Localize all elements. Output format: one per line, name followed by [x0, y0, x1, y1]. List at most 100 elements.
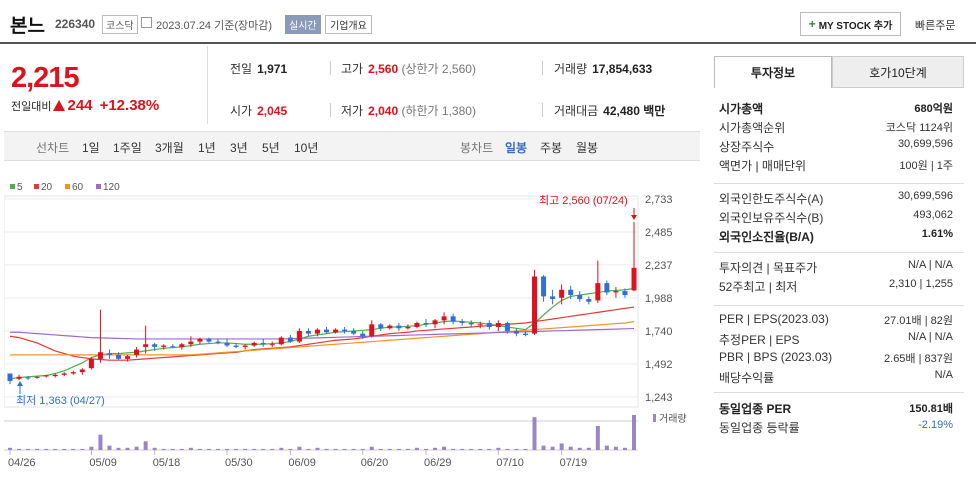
- candle-body: [97, 352, 103, 359]
- candle-body: [242, 345, 248, 347]
- candle-body: [269, 344, 275, 346]
- y-tick-label: 1,243: [645, 392, 673, 404]
- volume-bar: [8, 447, 12, 450]
- period-5y[interactable]: 5년: [262, 141, 280, 155]
- candle-chart-button[interactable]: 봉차트: [460, 141, 494, 155]
- candle-body: [296, 330, 302, 342]
- price-change: 전일대비 244 +12.38%: [11, 97, 159, 114]
- info-label: 동일업종 PER: [719, 402, 792, 416]
- ma120-line: [10, 327, 635, 340]
- candle-body: [287, 337, 293, 342]
- period-1d[interactable]: 1일: [82, 141, 100, 155]
- volume-bar: [442, 446, 447, 450]
- candle-body: [586, 299, 592, 302]
- volume-bar: [577, 447, 582, 450]
- info-value: 680억원: [914, 103, 953, 115]
- candle-daily[interactable]: 일봉: [505, 141, 528, 155]
- volume-bar: [369, 446, 374, 450]
- candle-body: [550, 296, 556, 300]
- candle-body: [324, 329, 330, 333]
- volume-bar: [568, 446, 573, 450]
- volume-bar: [62, 448, 67, 450]
- period-1y[interactable]: 1년: [198, 141, 216, 155]
- market-badge: 코스닥: [102, 15, 138, 34]
- x-tick-label: 06/09: [288, 457, 316, 469]
- price-chart: 5 20 60 120 2,733 2,485 2,237 1,988 1,740 1,492 1…: [4, 182, 687, 469]
- legend-swatch-60: [65, 184, 70, 189]
- y-tick-label: 2,485: [645, 227, 673, 239]
- info-row: 시가총액순위 코스닥 1124위: [719, 119, 953, 137]
- candle-body: [360, 333, 366, 337]
- x-tick-label: 05/18: [153, 457, 181, 469]
- company-overview-button[interactable]: 기업개요: [325, 15, 372, 34]
- volume-bar: [622, 447, 627, 450]
- candle-body: [125, 356, 131, 359]
- realtime-button[interactable]: 실시간: [285, 15, 321, 34]
- ma5-line: [9, 287, 635, 380]
- investment-info-panel: 투자정보 호가10단계 시가총액 680억원 시가총액순위 코스닥 1124위 상장주식…: [714, 56, 964, 481]
- volume-bar: [71, 448, 76, 450]
- candle-body: [278, 337, 284, 345]
- info-value: -2.19%: [918, 419, 953, 431]
- amount-value: 42,480 백만: [603, 104, 666, 118]
- info-row: PBR | BPS (2023.03) 2.65배 | 837원: [719, 350, 953, 368]
- info-value: 100원 | 1주: [899, 160, 953, 172]
- candle-body: [314, 329, 320, 334]
- volume-bar: [270, 448, 275, 450]
- volume-bar: [378, 448, 383, 450]
- candle-body: [52, 374, 58, 377]
- y-tick-label: 2,237: [645, 260, 673, 272]
- candle-body: [25, 377, 31, 379]
- x-tick-label: 07/10: [496, 457, 524, 469]
- info-row: 투자의견 | 목표주가 N/A | N/A: [719, 259, 953, 277]
- stock-code: 226340: [55, 17, 96, 31]
- period-3y[interactable]: 3년: [230, 141, 248, 155]
- candle-body: [495, 322, 501, 327]
- mystock-add-button[interactable]: + MY STOCK 추가: [800, 12, 901, 36]
- x-tick-label: 07/19: [560, 457, 588, 469]
- volume-bar: [604, 445, 609, 450]
- legend-swatch-20: [34, 184, 39, 189]
- volume-bar: [613, 446, 618, 450]
- candle-body: [541, 276, 547, 297]
- volume-bar: [324, 448, 329, 450]
- diff-value: 244: [67, 97, 93, 114]
- calendar-icon: [141, 17, 152, 28]
- volume-bar: [53, 448, 58, 450]
- period-1w[interactable]: 1주일: [113, 141, 142, 155]
- volume-bar: [225, 448, 230, 450]
- y-tick-label: 2,733: [645, 194, 673, 206]
- candle-body: [197, 338, 203, 342]
- y-tick-label: 1,492: [645, 359, 673, 371]
- tab-investment-info[interactable]: 투자정보: [714, 56, 832, 88]
- open-value: 2,045: [257, 104, 288, 118]
- volume-bar: [26, 448, 31, 450]
- tab-orderbook[interactable]: 호가10단계: [832, 56, 964, 88]
- volume-bar: [478, 448, 483, 450]
- volume-bar: [632, 415, 636, 450]
- prev-close: 전일 1,971: [230, 60, 287, 77]
- volume-bar: [116, 447, 121, 450]
- candle-body: [61, 373, 67, 375]
- line-chart-button[interactable]: 선차트: [36, 141, 70, 155]
- candle-body: [79, 369, 85, 373]
- candle-body: [378, 324, 384, 329]
- volume-bar: [487, 448, 492, 450]
- info-row: 52주최고 | 최저 2,310 | 1,255: [719, 278, 953, 296]
- quick-order-link[interactable]: 빠른주문: [915, 20, 956, 32]
- period-10y[interactable]: 10년: [294, 141, 319, 155]
- volume-stat: 거래량 17,854,633: [554, 60, 652, 77]
- volume-bar: [342, 448, 347, 450]
- candle-body: [532, 276, 538, 334]
- period-3m[interactable]: 3개월: [155, 141, 184, 155]
- max-price-label: 최고 2,560 (07/24): [539, 194, 628, 207]
- candle-body: [423, 322, 429, 325]
- candle-weekly[interactable]: 주봉: [540, 141, 563, 155]
- info-value: 30,699,596: [897, 138, 953, 150]
- candle-monthly[interactable]: 월봉: [576, 141, 599, 155]
- divider: [542, 61, 543, 75]
- volume-bar: [197, 448, 202, 450]
- volume-bar: [252, 448, 257, 450]
- volume-bar: [261, 448, 266, 450]
- info-row: 동일업종 등락률 -2.19%: [719, 419, 953, 437]
